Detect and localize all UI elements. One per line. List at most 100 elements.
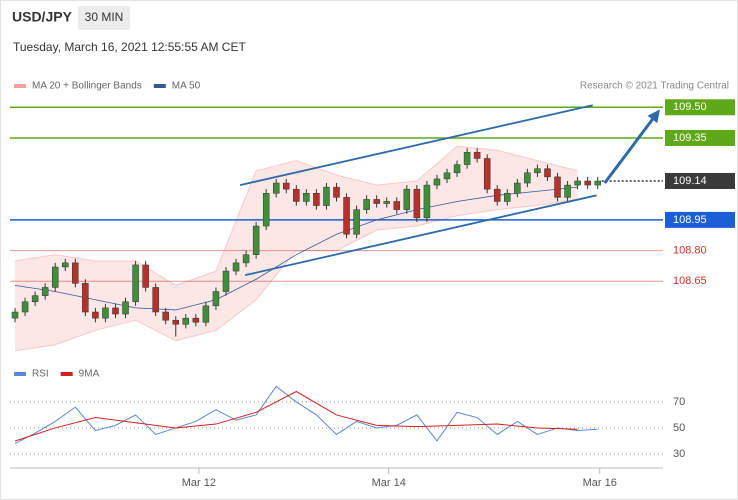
- candle-body: [323, 186, 330, 206]
- band-upper: [14, 145, 578, 286]
- candle-body: [11, 311, 19, 319]
- legend-swatch: [14, 84, 26, 88]
- candle-body: [31, 295, 39, 303]
- candle-body: [493, 188, 501, 202]
- candle-body: [544, 168, 551, 178]
- x-tick-label: Mar 12: [182, 477, 216, 489]
- candle-body: [403, 188, 411, 210]
- candle-body: [152, 287, 159, 313]
- rsi-line: [14, 390, 578, 442]
- arrow-head: [647, 109, 660, 124]
- candle-body: [564, 184, 571, 198]
- candle-body: [82, 283, 89, 313]
- y-tick-label: 50: [673, 422, 685, 434]
- level-box: [665, 172, 735, 189]
- level-label: 109.35: [673, 132, 707, 144]
- candle-body: [212, 291, 220, 307]
- candle-body: [443, 172, 451, 180]
- candle-body: [41, 287, 49, 296]
- legend-label: 9MA: [79, 369, 100, 380]
- level-box: [665, 129, 735, 146]
- candle-body: [102, 307, 109, 319]
- candle-body: [293, 188, 300, 202]
- candle-body: [574, 180, 581, 186]
- candle-body: [554, 176, 561, 198]
- level-box: [665, 99, 735, 116]
- interval: 30 MIN: [85, 10, 124, 24]
- arrow-shaft: [603, 114, 657, 184]
- candle-body: [524, 172, 531, 184]
- candle-body: [283, 182, 290, 190]
- level-label: 109.50: [673, 101, 707, 113]
- level-box: [665, 211, 735, 228]
- legend-swatch: [153, 84, 166, 88]
- credit: Research © 2021 Trading Central: [580, 81, 729, 92]
- candle-body: [433, 178, 441, 186]
- candle-body: [51, 266, 59, 288]
- candle-body: [262, 193, 270, 227]
- datetime: Tuesday, March 16, 2021 12:55:55 AM CET: [13, 40, 246, 54]
- trend-line: [239, 104, 593, 186]
- legend-label: MA 20 + Bollinger Bands: [32, 81, 142, 92]
- legend-label: RSI: [32, 369, 49, 380]
- x-tick-label: Mar 16: [583, 477, 617, 489]
- candle-body: [172, 319, 180, 325]
- candle-body: [242, 254, 250, 264]
- candle-body: [182, 317, 190, 325]
- candle-body: [122, 301, 129, 315]
- trend-line: [244, 194, 597, 277]
- candle-body: [313, 193, 320, 206]
- candle-body: [393, 201, 401, 210]
- candle-body: [343, 197, 350, 235]
- symbol: USD/JPY: [12, 9, 73, 25]
- candle-body: [514, 182, 521, 194]
- candle-body: [142, 264, 149, 288]
- interval-box: [78, 6, 130, 30]
- candle-body: [232, 262, 240, 272]
- candle-body: [112, 307, 119, 315]
- candle-body: [534, 168, 541, 174]
- candle-body: [353, 209, 360, 235]
- band-fill: [15, 146, 578, 351]
- candle-body: [453, 164, 461, 174]
- y-tick-label: 30: [673, 448, 685, 460]
- legend-swatch: [60, 372, 73, 376]
- y-tick-label: 70: [673, 396, 685, 408]
- candle-body: [92, 311, 99, 319]
- level-label: 109.14: [673, 175, 707, 187]
- ma50-line: [14, 186, 578, 311]
- candle-body: [303, 193, 310, 202]
- rsi-line: [14, 385, 598, 445]
- candle-body: [463, 152, 471, 165]
- candle-body: [584, 180, 591, 186]
- candle-body: [62, 262, 69, 268]
- candle-body: [252, 225, 260, 255]
- level-label: 108.65: [673, 275, 707, 287]
- candle-body: [333, 186, 340, 198]
- candle-body: [504, 193, 511, 202]
- legend-swatch: [14, 372, 26, 376]
- candle-body: [473, 152, 481, 159]
- candle-body: [192, 317, 200, 323]
- candle-body: [383, 201, 390, 204]
- legend-label: MA 50: [172, 81, 201, 92]
- level-label: 108.95: [673, 214, 707, 226]
- candle-body: [162, 311, 169, 321]
- level-label: 108.80: [673, 244, 707, 256]
- candle-body: [272, 182, 280, 194]
- candle-body: [594, 180, 601, 186]
- candle-body: [72, 262, 79, 284]
- candle-body: [413, 188, 421, 219]
- candle-body: [373, 199, 380, 204]
- candle-body: [202, 305, 210, 323]
- candle-body: [363, 199, 370, 210]
- candle-body: [222, 270, 230, 292]
- candle-body: [132, 264, 139, 303]
- candle-body: [21, 301, 29, 313]
- x-tick-label: Mar 14: [372, 477, 406, 489]
- candle-body: [423, 184, 431, 219]
- candle-body: [483, 158, 491, 190]
